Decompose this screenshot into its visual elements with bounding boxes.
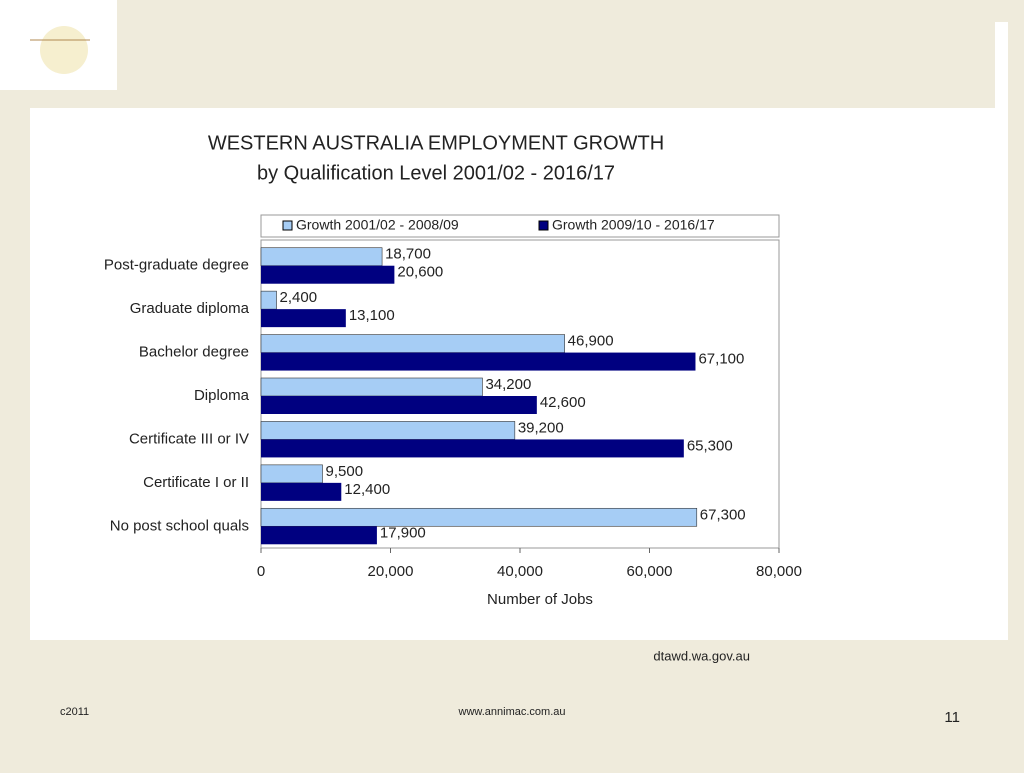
x-tick-label: 60,000	[627, 563, 673, 580]
value-label: 20,600	[397, 264, 443, 281]
x-tick-label: 80,000	[756, 563, 802, 580]
value-label: 42,600	[540, 394, 586, 411]
value-label: 39,200	[518, 419, 564, 436]
bar	[260, 290, 277, 310]
bar	[260, 464, 323, 484]
footer-left: c2011	[60, 706, 89, 718]
bar	[260, 247, 383, 267]
footer-center: www.annimac.com.au	[458, 706, 566, 718]
bar	[260, 507, 698, 527]
bar	[261, 309, 346, 328]
value-label: 46,900	[568, 333, 614, 350]
bar	[261, 526, 377, 545]
value-label: 9,500	[326, 463, 364, 480]
y-tick-label: Graduate diploma	[130, 300, 250, 317]
x-tick-label: 20,000	[368, 563, 414, 580]
legend-label: Growth 2009/10 - 2016/17	[552, 217, 715, 233]
legend-swatch	[538, 220, 549, 231]
x-tick-label: 0	[257, 563, 265, 580]
bar	[261, 439, 684, 458]
bar	[260, 421, 516, 440]
page-number: 11	[944, 709, 960, 726]
y-tick-label: No post school quals	[110, 517, 249, 534]
panel-strip	[995, 22, 1008, 112]
value-label: 65,300	[687, 437, 733, 454]
chart-subtitle: by Qualification Level 2001/02 - 2016/17	[257, 162, 615, 184]
y-tick-label: Bachelor degree	[139, 344, 249, 361]
bar	[261, 352, 696, 371]
y-tick-label: Diploma	[194, 387, 250, 404]
value-label: 17,900	[380, 524, 426, 541]
bar	[261, 265, 395, 284]
value-label: 18,700	[385, 246, 431, 263]
value-label: 67,100	[698, 351, 744, 368]
bar	[261, 396, 537, 414]
y-tick-label: Post-graduate degree	[104, 257, 249, 274]
legend-label: Growth 2001/02 - 2008/09	[296, 217, 459, 233]
legend-swatch	[282, 220, 293, 231]
chart-title: WESTERN AUSTRALIA EMPLOYMENT GROWTH	[208, 132, 664, 154]
x-axis-title: Number of Jobs	[487, 591, 593, 608]
value-label: 34,200	[485, 376, 531, 393]
value-label: 67,300	[700, 506, 746, 523]
legend-box	[260, 214, 780, 238]
bar	[260, 334, 565, 353]
value-label: 12,400	[344, 481, 390, 498]
bar	[260, 377, 483, 397]
value-label: 13,100	[349, 307, 395, 324]
logo-mark	[40, 26, 88, 74]
bar	[261, 482, 342, 501]
y-tick-label: Certificate III or IV	[129, 430, 249, 447]
y-tick-label: Certificate I or II	[143, 474, 249, 491]
value-label: 2,400	[280, 289, 318, 306]
source: dtawd.wa.gov.au	[653, 648, 750, 663]
x-tick-label: 40,000	[497, 563, 543, 580]
chart-panel	[30, 108, 1008, 640]
